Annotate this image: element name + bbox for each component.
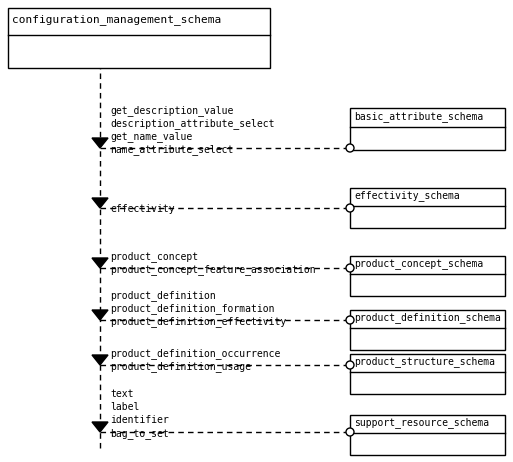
Polygon shape	[92, 198, 108, 208]
Bar	[350, 256, 505, 296]
Text: product_structure_schema: product_structure_schema	[354, 357, 495, 367]
Circle shape	[346, 264, 354, 272]
Text: bag_to_set: bag_to_set	[110, 428, 169, 439]
Text: label: label	[110, 402, 140, 412]
Text: text: text	[110, 389, 133, 399]
Text: product_definition_schema: product_definition_schema	[354, 313, 501, 323]
Circle shape	[346, 316, 354, 324]
Text: product_concept_schema: product_concept_schema	[354, 259, 483, 269]
Text: product_concept: product_concept	[110, 251, 198, 262]
Text: product_definition_usage: product_definition_usage	[110, 361, 251, 372]
Text: product_definition_occurrence: product_definition_occurrence	[110, 348, 281, 359]
Text: product_definition_effectivity: product_definition_effectivity	[110, 316, 286, 327]
Text: support_resource_schema: support_resource_schema	[354, 418, 489, 428]
Text: product_definition_formation: product_definition_formation	[110, 303, 274, 314]
Polygon shape	[92, 355, 108, 365]
Circle shape	[346, 428, 354, 436]
Bar	[8, 8, 270, 68]
Bar	[350, 354, 505, 394]
Bar	[350, 188, 505, 228]
Text: effectivity_schema: effectivity_schema	[354, 190, 460, 201]
Text: configuration_management_schema: configuration_management_schema	[12, 14, 221, 25]
Text: get_name_value: get_name_value	[110, 131, 192, 142]
Circle shape	[346, 204, 354, 212]
Polygon shape	[92, 422, 108, 432]
Circle shape	[346, 361, 354, 369]
Text: basic_attribute_schema: basic_attribute_schema	[354, 111, 483, 122]
Circle shape	[346, 144, 354, 152]
Bar	[350, 310, 505, 350]
Text: product_definition: product_definition	[110, 290, 216, 301]
Text: product_concept_feature_association: product_concept_feature_association	[110, 264, 315, 275]
Text: effectivity: effectivity	[110, 204, 174, 214]
Text: description_attribute_select: description_attribute_select	[110, 118, 274, 129]
Text: identifier: identifier	[110, 415, 169, 425]
Polygon shape	[92, 310, 108, 320]
Text: name_attribute_select: name_attribute_select	[110, 144, 233, 155]
Bar	[350, 108, 505, 150]
Bar	[350, 415, 505, 455]
Polygon shape	[92, 258, 108, 268]
Polygon shape	[92, 138, 108, 148]
Text: get_description_value: get_description_value	[110, 105, 233, 116]
